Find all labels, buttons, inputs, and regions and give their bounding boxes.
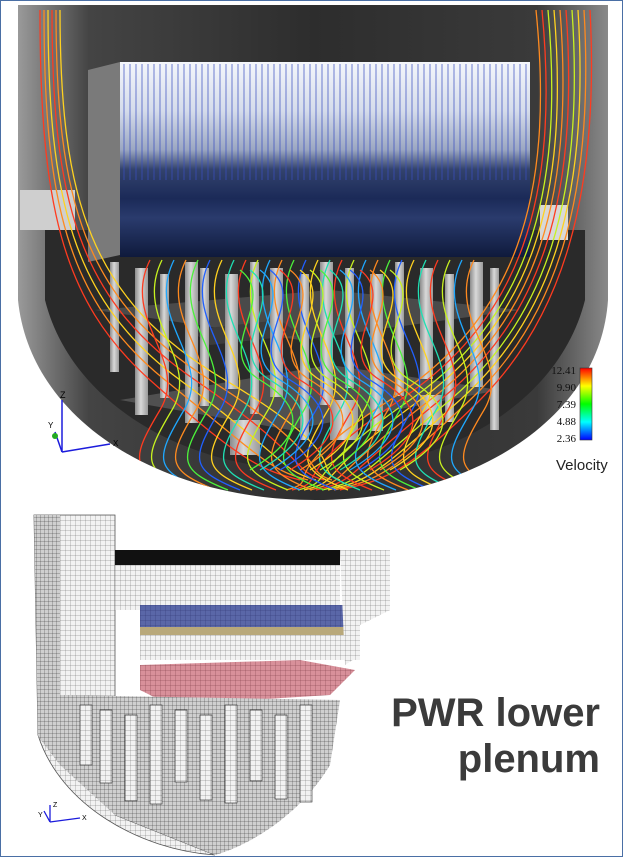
legend-tick-3: 4.88 [557,416,577,428]
mesh-column [274,714,288,800]
legend-tick-4: 2.36 [557,433,577,445]
mesh-column [249,709,263,782]
support-column [300,274,309,440]
support-column [445,274,454,422]
support-column [490,268,499,430]
support-column [420,268,433,379]
mesh-column [124,714,138,802]
legend-title: Velocity [556,457,608,474]
velocity-legend: 12.41 9.90 7.39 4.88 2.36 Velocity [551,365,608,474]
support-column [135,268,148,415]
support-column [200,268,209,406]
legend-colorbar [579,367,593,441]
support-column [345,268,354,388]
axes-triad-bottom: Z Y X [38,802,87,823]
caption-line-2: plenum [457,737,600,781]
axis-x-label-top: X [113,439,119,448]
mesh-column [224,704,238,804]
axes-triad-top: Z Y X [48,390,119,453]
axis-x-label-bottom: X [82,815,87,822]
mesh-render: Z Y X [33,514,390,856]
core-barrel [120,62,530,257]
mesh-column [149,704,163,805]
mesh-column [199,714,213,801]
support-column [185,262,198,423]
axis-y-label-top: Y [48,421,54,430]
axis-z-label-bottom: Z [53,802,58,809]
legend-tick-2: 7.39 [557,399,577,411]
velocity-streamline-render: Z Y X 12.41 9.90 7.39 4.88 2.36 Velocity [18,5,608,500]
mesh-column [299,704,313,803]
caption-line-1: PWR lower [391,691,600,735]
legend-tick-1: 9.90 [557,382,577,394]
support-column [250,262,259,414]
legend-tick-0: 12.41 [551,365,576,377]
figure-caption: PWR lower plenum [340,690,600,782]
support-column [395,262,404,396]
axis-z-label-top: Z [60,390,66,400]
mesh-column [174,709,188,783]
axis-y-label-bottom: Y [38,812,43,819]
core-barrel-side [88,62,120,262]
mesh-column [79,704,93,766]
mesh-column [99,709,113,784]
